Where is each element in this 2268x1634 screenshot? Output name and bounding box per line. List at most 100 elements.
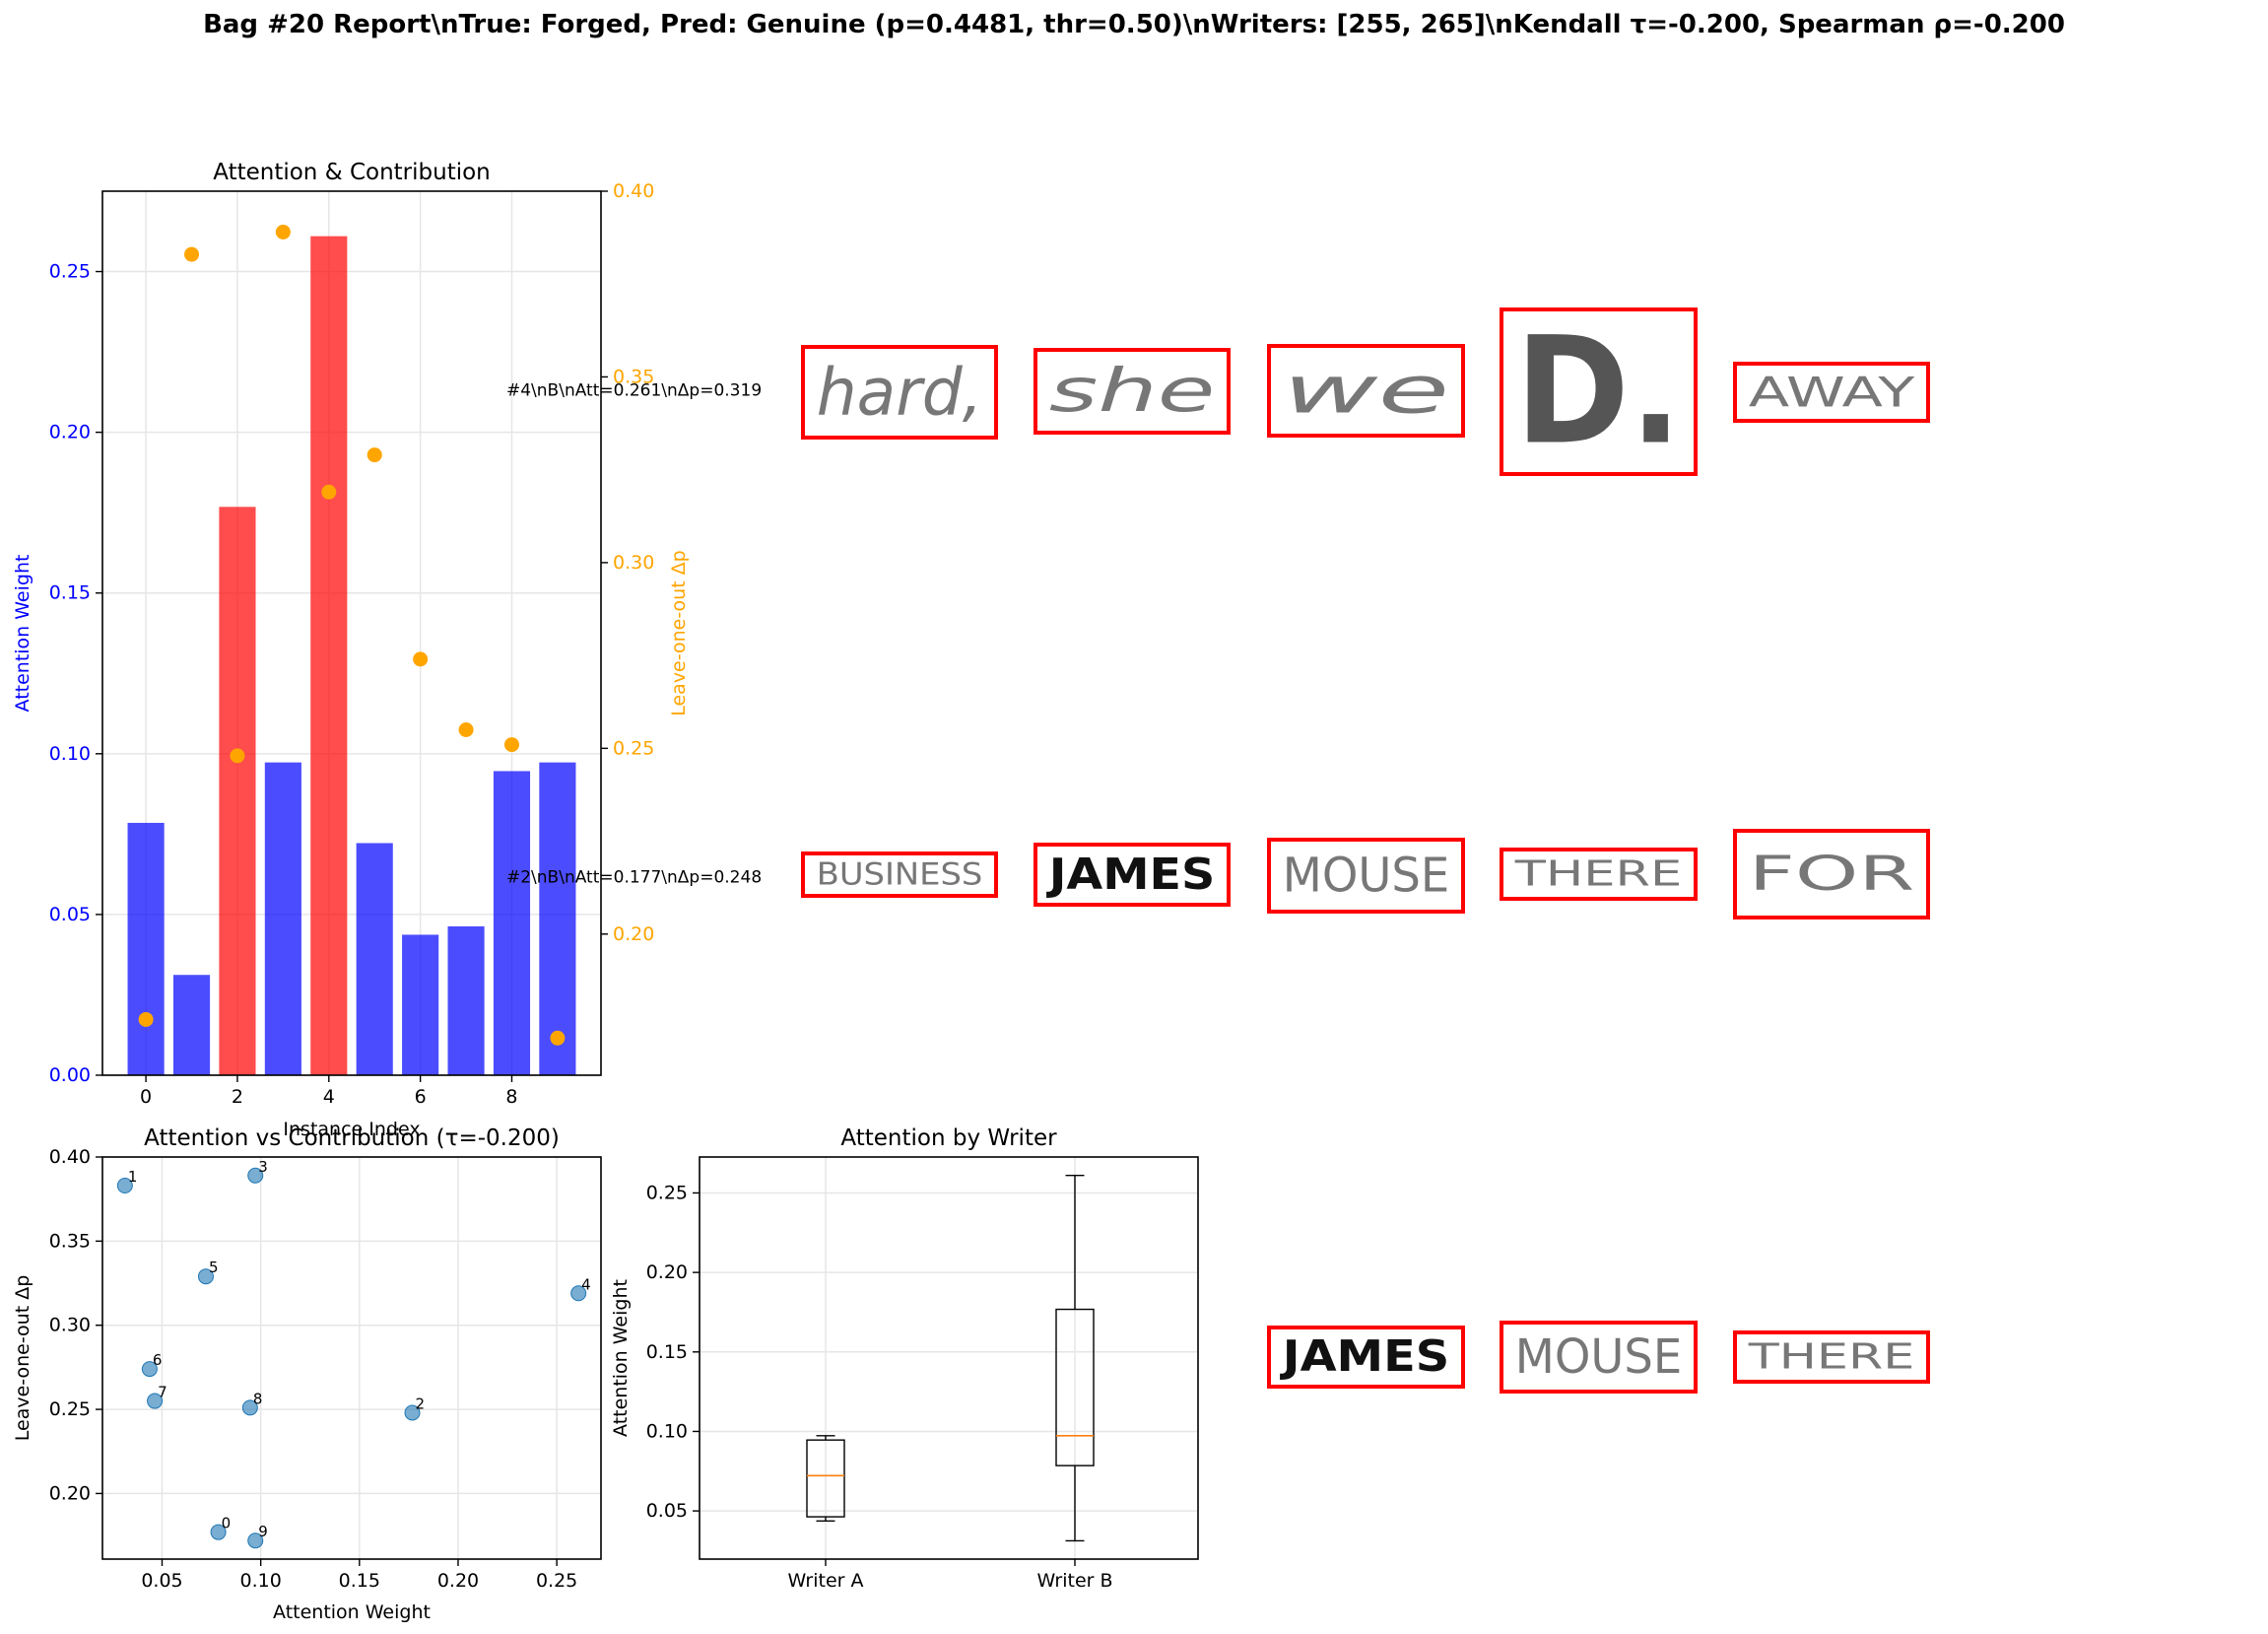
y-tick-label: 0.35 — [49, 1230, 91, 1252]
scatter-point — [404, 1404, 421, 1421]
attention-bar — [310, 236, 348, 1075]
instance-annotation: #4\nB\nAtt=0.261\nΔp=0.319 — [506, 381, 762, 401]
scatter-point — [116, 1178, 133, 1194]
word-thumbnail: THERE — [1733, 1330, 1930, 1384]
handwritten-word: AWAY — [1749, 369, 1915, 417]
delta-p-point — [230, 748, 245, 764]
word-thumbnail: she — [1034, 348, 1231, 435]
attention-bar — [447, 925, 485, 1075]
y2-tick-label: 0.40 — [613, 180, 654, 202]
attention-bar — [493, 771, 531, 1075]
point-label: 7 — [158, 1384, 167, 1401]
highlight-frame — [1034, 348, 1231, 435]
highlight-frame — [1500, 848, 1698, 901]
y-tick-label: 0.40 — [49, 1146, 91, 1168]
box — [1055, 1308, 1095, 1466]
y-tick-label: 0.30 — [49, 1315, 91, 1336]
y2-tick-label: 0.30 — [613, 552, 654, 574]
point-label: 8 — [253, 1390, 263, 1407]
highlight-frame — [1267, 1326, 1465, 1389]
handwritten-word: BUSINESS — [817, 857, 983, 893]
x-tick-label: 8 — [505, 1086, 517, 1108]
handwritten-word: JAMES — [1279, 1332, 1449, 1382]
delta-p-point — [184, 246, 200, 262]
attention-bar — [172, 975, 211, 1075]
scatter-point — [247, 1532, 264, 1549]
handwritten-word: THERE — [1513, 854, 1682, 895]
highlight-frame — [1733, 362, 1930, 423]
y-tick-label: 0.15 — [646, 1341, 688, 1363]
attention-bar — [356, 843, 393, 1075]
y-tick-label: 0.20 — [646, 1261, 688, 1283]
point-label: 1 — [128, 1168, 138, 1186]
chart-title: Attention & Contribution — [213, 160, 491, 185]
handwritten-word: MOUSE — [1283, 849, 1449, 904]
scatter-point — [247, 1167, 264, 1184]
delta-p-point — [367, 447, 382, 463]
scatter-point — [210, 1524, 227, 1540]
y-axis-label: Attention Weight — [12, 555, 33, 713]
x-tick-label: 0.05 — [141, 1570, 182, 1592]
figure-title: Bag #20 Report\nTrue: Forged, Pred: Genu… — [203, 10, 2065, 39]
attention-bar — [539, 762, 576, 1075]
handwritten-word: MOUSE — [1515, 1329, 1682, 1385]
highlight-frame — [1267, 838, 1465, 914]
x-axis-label: Instance Index — [283, 1119, 420, 1140]
delta-p-point — [503, 737, 519, 753]
delta-p-point — [138, 1011, 154, 1027]
attention-bar — [264, 762, 301, 1075]
x-tick-label: Writer A — [787, 1570, 863, 1592]
scatter-point — [141, 1361, 158, 1378]
y-tick-label: 0.25 — [49, 1398, 91, 1420]
y-axis-label: Attention Weight — [610, 1279, 632, 1437]
y-tick-label: 0.05 — [646, 1500, 688, 1522]
highlight-frame — [1500, 307, 1698, 476]
attention-by-writer-panel: 0.05 0.10 0.15 0.20 0.25 Writer A Writer B Atte… — [610, 1125, 1199, 1592]
y2-tick-label: 0.20 — [613, 923, 654, 945]
highlight-frame — [801, 851, 998, 898]
point-label: 5 — [209, 1259, 219, 1276]
y-tick-label: 0.20 — [49, 1482, 91, 1504]
highlight-frame — [801, 345, 998, 440]
scatter-point — [197, 1268, 214, 1285]
x-tick-label: 2 — [232, 1086, 243, 1108]
highlight-frame — [1733, 1330, 1930, 1384]
instance-thumbnails: hard, she we D. AWAY BUSINESS JAMES MOUSE THERE F… — [801, 306, 1930, 1394]
delta-p-point — [321, 484, 337, 500]
word-thumbnail: FOR — [1733, 829, 1930, 919]
y2-tick-label: 0.25 — [613, 737, 654, 759]
x-tick-label: Writer B — [1036, 1570, 1112, 1592]
y-tick-label: 0.00 — [49, 1064, 91, 1086]
handwritten-word: hard, — [817, 355, 983, 431]
plot-frame — [101, 190, 602, 1076]
x-tick-label: 0.25 — [536, 1570, 577, 1592]
word-thumbnail: THERE — [1500, 848, 1698, 901]
x-tick-label: 0.10 — [239, 1570, 281, 1592]
word-thumbnail: MOUSE — [1267, 838, 1465, 914]
x-tick-label: 0.15 — [339, 1570, 380, 1592]
y-tick-label: 0.25 — [49, 261, 91, 283]
handwritten-word: JAMES — [1045, 850, 1215, 900]
attention-bar — [219, 507, 256, 1075]
word-thumbnail: JAMES — [1034, 843, 1231, 907]
handwritten-word: D. — [1515, 306, 1682, 478]
plot-frame — [699, 1156, 1199, 1560]
handwritten-word: we — [1283, 354, 1449, 429]
y-tick-label: 0.10 — [646, 1420, 688, 1442]
chart-title: Attention vs Contribution (τ=-0.200) — [144, 1125, 560, 1151]
highlight-frame — [1034, 843, 1231, 907]
y-axis-label: Leave-one-out Δp — [12, 1275, 33, 1442]
box — [806, 1439, 845, 1518]
scatter-point — [147, 1393, 164, 1409]
attention-bar — [127, 822, 165, 1075]
delta-p-point — [550, 1030, 566, 1046]
word-thumbnail: D. — [1500, 306, 1698, 478]
y-tick-label: 0.10 — [49, 743, 91, 765]
y-tick-label: 0.25 — [646, 1182, 688, 1203]
x-tick-label: 0 — [140, 1086, 152, 1108]
y2-axis-label: Leave-one-out Δp — [668, 550, 690, 716]
handwritten-word: she — [1049, 357, 1216, 426]
word-thumbnail: MOUSE — [1500, 1321, 1698, 1394]
delta-p-point — [275, 224, 291, 239]
